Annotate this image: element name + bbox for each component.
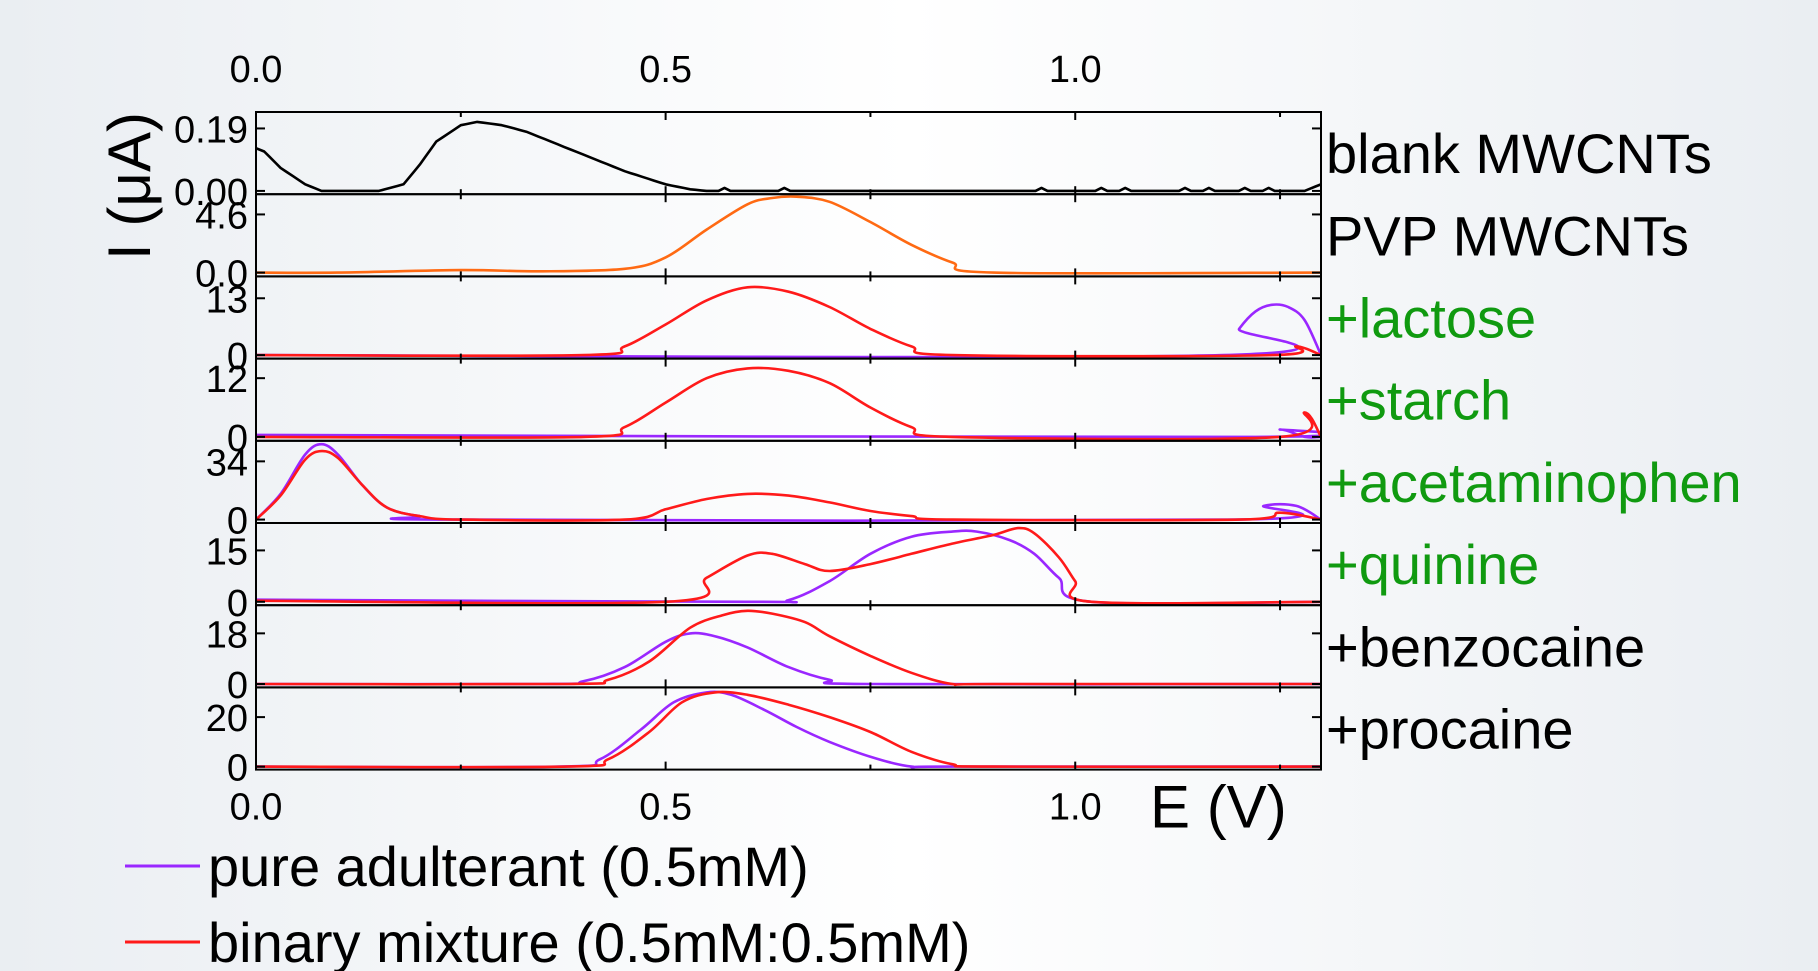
panel-6-series-1 [256, 529, 1321, 605]
y-axis-label: I (μA) [96, 112, 163, 260]
x-tick-label-top: 0.0 [230, 49, 283, 91]
y-tick-label: 0 [227, 336, 248, 378]
legend: pure adulterant (0.5mM) binary mixture (0… [125, 835, 970, 971]
y-tick-label: 0 [227, 501, 248, 543]
x-tick-label-top: 1.0 [1049, 49, 1102, 91]
y-tick-label: 4.6 [195, 195, 248, 237]
panel-3-series-1 [256, 303, 1321, 359]
y-tick-label: 15 [206, 531, 248, 573]
panel-1 [256, 120, 1321, 193]
x-tick-label-bottom: 0.0 [230, 787, 283, 829]
panel-8-series-2 [256, 690, 1321, 769]
panel-3-series-2 [256, 285, 1321, 358]
y-tick-label: 0 [227, 665, 248, 707]
panel-8-frame [255, 686, 1322, 771]
y-tick-label: 0 [227, 583, 248, 625]
panel-label: blank MWCNTs [1326, 122, 1712, 185]
panel-8 [256, 690, 1321, 769]
panel-6 [256, 526, 1321, 605]
panel-label: +benzocaine [1326, 615, 1645, 678]
panel-label: PVP MWCNTs [1326, 204, 1689, 267]
panel-5-series-1 [256, 442, 1321, 523]
panel-label: +procaine [1326, 698, 1574, 761]
y-tick-label: 0.19 [174, 109, 248, 151]
y-tick-label: 0.00 [174, 172, 248, 214]
panel-label: +starch [1326, 369, 1511, 432]
panel-2 [256, 195, 1321, 275]
panel-label: +acetaminophen [1326, 451, 1742, 514]
panel-label: +quinine [1326, 533, 1539, 596]
y-tick-label: 0.0 [195, 254, 248, 296]
y-tick-label: 13 [206, 279, 248, 321]
y-tick-label: 0 [227, 418, 248, 460]
panel-5-series-2 [256, 449, 1321, 522]
panel-1-series-1 [256, 120, 1321, 193]
y-tick-label: 34 [206, 442, 248, 484]
panel-label: +lactose [1326, 287, 1536, 350]
y-tick-label: 0 [227, 748, 248, 790]
panel-4 [256, 366, 1321, 441]
legend-label: pure adulterant (0.5mM) [208, 835, 809, 898]
x-axis-label: E (V) [1150, 774, 1287, 841]
y-tick-label: 12 [206, 359, 248, 401]
axes [255, 111, 1322, 771]
panel-5 [256, 442, 1321, 523]
legend-label: binary mixture (0.5mM:0.5mM) [208, 911, 970, 971]
panel-3 [256, 285, 1321, 359]
panel-2-series-1 [256, 195, 1321, 275]
panel-7-series-2 [256, 609, 1321, 687]
x-tick-label-top: 0.5 [639, 49, 692, 91]
y-tick-label: 18 [206, 614, 248, 656]
panel-6-series-2 [256, 526, 1321, 605]
x-tick-label-bottom: 0.5 [639, 787, 692, 829]
panel-4-series-2 [256, 366, 1321, 441]
y-tick-label: 20 [206, 698, 248, 740]
x-tick-label-bottom: 1.0 [1049, 787, 1102, 829]
